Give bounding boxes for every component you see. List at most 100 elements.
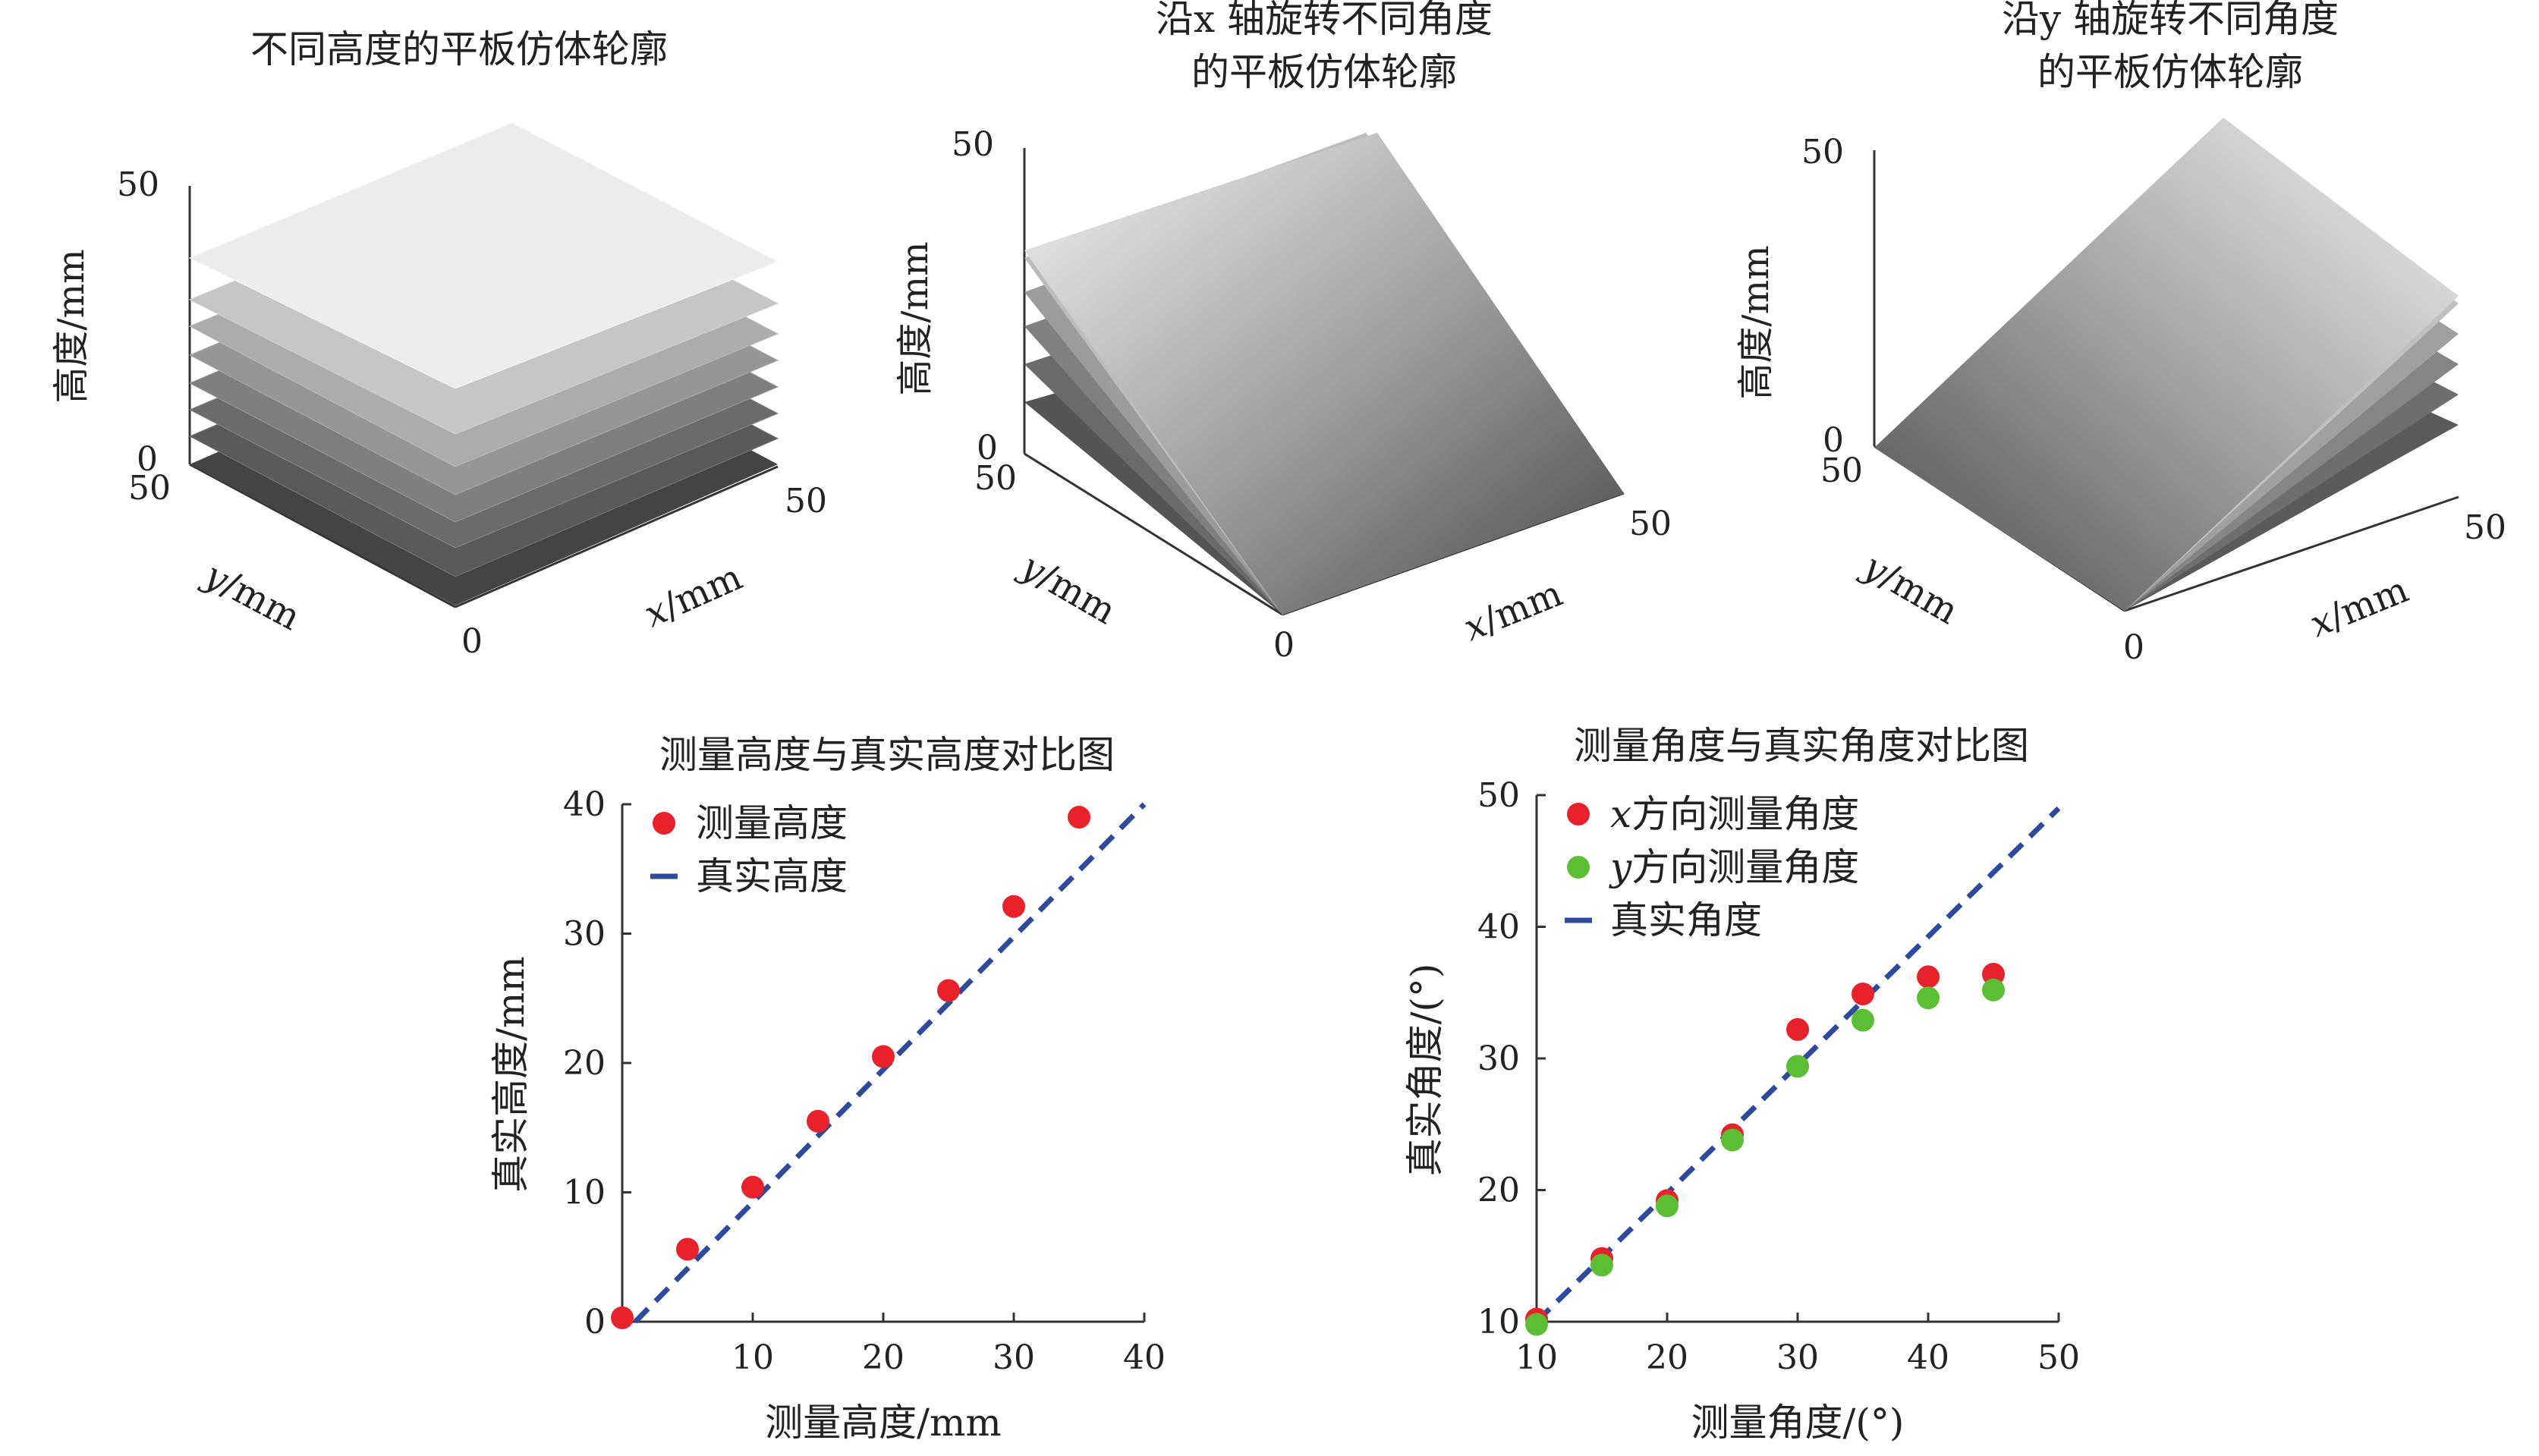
chart-title: 测量高度与真实高度对比图 (659, 733, 1115, 777)
data-point (1786, 1055, 1809, 1078)
x-tick-label: 30 (1776, 1338, 1819, 1377)
data-point (1002, 895, 1025, 918)
y-tick-label: 30 (1477, 1039, 1520, 1078)
panel-title-line: 沿x 轴旋转不同角度 (1156, 0, 1493, 41)
y-tick-label: 50 (974, 459, 1017, 498)
z-tick-label: 50 (952, 125, 994, 164)
y-axis-label: 真实高度/mm (489, 956, 533, 1193)
legend-marker (1567, 803, 1590, 825)
x-axis-label: x/mm (2304, 568, 2414, 646)
legend-label: 测量高度 (696, 801, 848, 845)
x-axis-label: 测量角度/(°) (1691, 1401, 1905, 1445)
x-tick-label: 0 (461, 622, 483, 661)
plate-surface (1874, 118, 2459, 611)
data-point (807, 1109, 829, 1133)
y-axis (1024, 452, 1283, 616)
y-tick-label: 30 (563, 915, 606, 954)
x-axis (2124, 495, 2459, 612)
x-tick-label: 20 (1646, 1338, 1688, 1377)
data-point (1525, 1313, 1548, 1336)
x-tick-label: 20 (862, 1338, 905, 1377)
data-point (1590, 1253, 1613, 1277)
panel-title-line: 的平板仿体轮廓 (2037, 50, 2303, 94)
data-point (611, 1306, 634, 1329)
y-axis-label-unit: /mm (1031, 555, 1123, 633)
y-tick-label: 50 (1477, 776, 1520, 815)
legend-marker (1567, 856, 1590, 879)
data-point (1068, 806, 1090, 829)
panel-title-line: 不同高度的平板仿体轮廓 (250, 27, 668, 71)
z-tick-label: 50 (1801, 133, 1844, 171)
legend-label-text: 方向测量角度 (1631, 845, 1859, 889)
x-axis (455, 465, 779, 609)
x-axis-label-unit: /mm (2323, 568, 2414, 638)
reference-dashed-line (1534, 806, 2061, 1324)
y-tick-label: 0 (584, 1303, 606, 1341)
data-point (1917, 986, 1940, 1010)
y-tick-label: 20 (1477, 1171, 1520, 1210)
panel-title-line: 沿y 轴旋转不同角度 (2002, 0, 2339, 41)
z-axis-label: 高度/mm (1735, 245, 1777, 399)
x-tick-label: 30 (993, 1338, 1035, 1377)
legend-label: x方向测量角度 (1610, 792, 1859, 836)
legend-label-var: x (1610, 792, 1631, 836)
x-axis-label-unit: /mm (657, 555, 749, 627)
z-axis-label: 高度/mm (50, 249, 93, 403)
plate-surface (188, 122, 779, 389)
x-axis-label: x/mm (1458, 572, 1568, 649)
legend-label: y方向测量角度 (1609, 845, 1859, 889)
data-point (1852, 982, 1874, 1005)
chart-title: 测量角度与真实角度对比图 (1574, 724, 2029, 768)
y-axis-label: y/mm (1855, 544, 1965, 633)
x-tick-label: 50 (785, 482, 827, 520)
y-tick-label: 10 (563, 1174, 606, 1212)
data-point (1982, 978, 2005, 1002)
x-tick-label: 40 (1907, 1338, 1949, 1377)
x-axis-label: 测量高度/mm (765, 1401, 1002, 1445)
z-tick-label: 0 (137, 440, 158, 479)
surface-panel-y-rotation: 沿y 轴旋转不同角度 的平板仿体轮廓 50 0 50 0 50 高度/mm y/… (1735, 0, 2506, 667)
y-axis-label: 真实角度/(°) (1403, 964, 1447, 1177)
x-axis-label-unit: /mm (1477, 572, 1568, 642)
legend-marker (653, 812, 675, 835)
surface-panel-heights: 不同高度的平板仿体轮廓 50 0 50 0 50 高度/mm y/mm x/mm (50, 27, 827, 661)
y-axis-label: y/mm (196, 553, 307, 639)
data-point (741, 1175, 764, 1199)
x-tick-label: 0 (1273, 626, 1295, 665)
data-point (1656, 1194, 1679, 1218)
plate-surface (1024, 133, 1624, 615)
y-tick-label: 10 (1477, 1303, 1520, 1341)
z-axis-label: 高度/mm (894, 241, 936, 395)
y-tick-label: 50 (1820, 451, 1863, 490)
chart-height-comparison: 测量高度与真实高度对比图 0 10 20 30 40 10 20 30 40 测量高度/mm 真实高度… (489, 733, 1166, 1445)
surface-panel-x-rotation: 沿x 轴旋转不同角度 的平板仿体轮廓 50 0 50 0 50 高度/mm y/… (894, 0, 1672, 665)
data-point (676, 1237, 699, 1261)
y-tick-label: 50 (128, 469, 171, 508)
x-tick-label: 50 (1629, 505, 1672, 543)
y-axis-label-unit: /mm (216, 563, 307, 639)
legend-label: 真实角度 (1610, 898, 1762, 942)
x-tick-label: 50 (2464, 508, 2506, 547)
legend-label-text: 方向测量角度 (1631, 792, 1859, 836)
y-axis-label-unit: /mm (1874, 555, 1965, 633)
y-tick-label: 20 (563, 1044, 606, 1083)
y-axis (189, 463, 456, 609)
data-point (872, 1045, 895, 1068)
chart-angle-comparison: 测量角度与真实角度对比图 10 20 30 40 50 10 20 30 40 50 测量角度/(°)… (1403, 724, 2080, 1445)
legend-label: 真实高度 (696, 854, 848, 898)
y-axis-label: y/mm (1012, 544, 1123, 633)
z-tick-label: 0 (977, 429, 998, 467)
data-point (1786, 1017, 1809, 1041)
panel-title-line: 的平板仿体轮廓 (1191, 50, 1457, 94)
x-tick-label: 0 (2123, 628, 2144, 667)
legend-label-var: y (1609, 845, 1632, 889)
data-point (1917, 965, 1940, 989)
y-tick-label: 40 (1477, 908, 1520, 947)
z-tick-label: 0 (1823, 421, 1844, 460)
x-tick-label: 10 (731, 1338, 774, 1377)
z-tick-label: 50 (117, 165, 159, 204)
data-point (937, 979, 960, 1002)
data-point (1852, 1008, 1874, 1032)
